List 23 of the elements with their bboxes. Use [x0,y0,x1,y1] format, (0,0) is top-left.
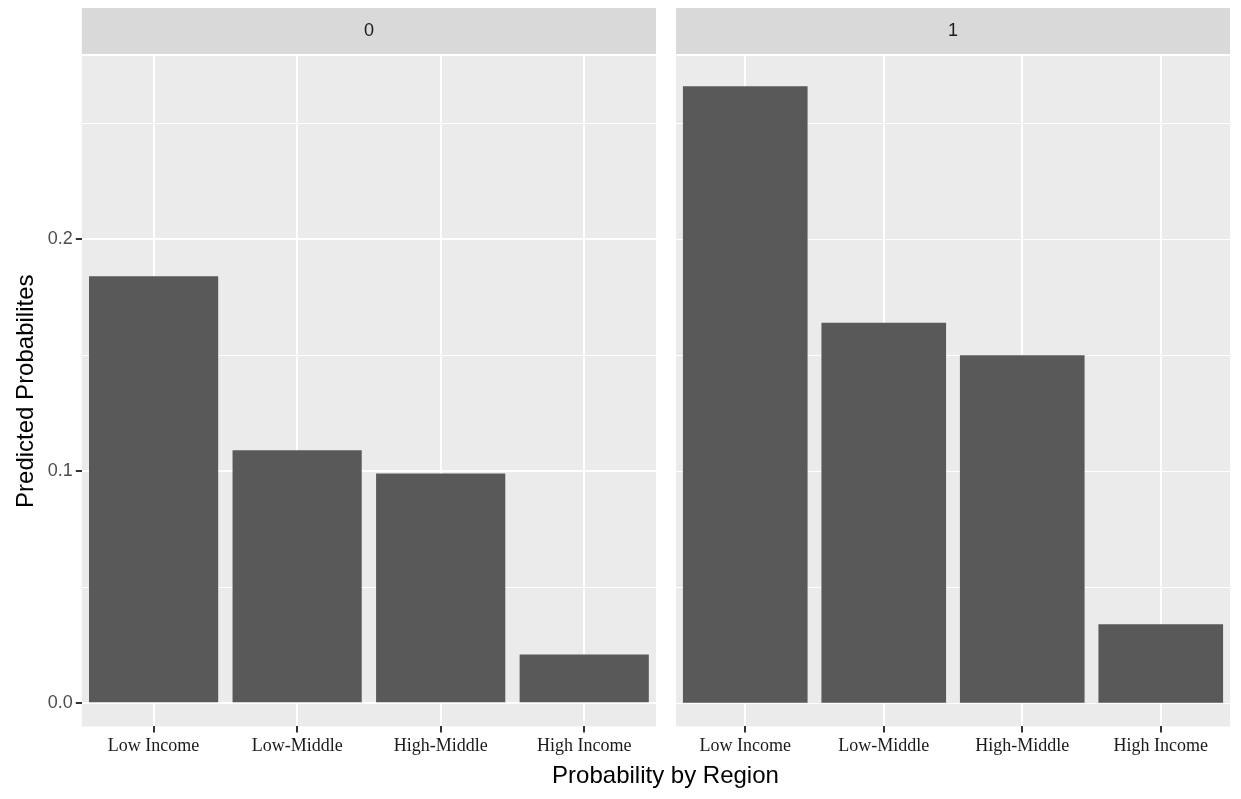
bar [682,86,808,703]
x-axis-title: Probability by Region [551,760,780,790]
y-tick-label: 0.2 [47,228,73,249]
x-tick-label: High-Middle [975,734,1070,755]
x-tick-label: Low-Middle [838,734,930,755]
chart-title: 0 [363,19,374,40]
y-tick-label: 0.0 [47,692,73,713]
y-axis-title: Predicted Probabilites [11,274,39,508]
bar [959,355,1085,703]
x-tick-label: High Income [1113,734,1208,755]
x-tick-label: High-Middle [393,734,488,755]
x-tick-label: Low Income [107,734,200,755]
bar [821,322,947,703]
bar [1098,624,1224,703]
x-tick-label: Low-Middle [251,734,343,755]
bar [89,276,219,703]
bar [376,473,506,703]
y-tick-label: 0.1 [47,460,73,481]
x-tick-label: High Income [536,734,632,755]
x-tick-label: Low Income [699,734,791,755]
bar [232,450,362,703]
chart-title: 1 [947,19,959,40]
bar [519,654,649,703]
